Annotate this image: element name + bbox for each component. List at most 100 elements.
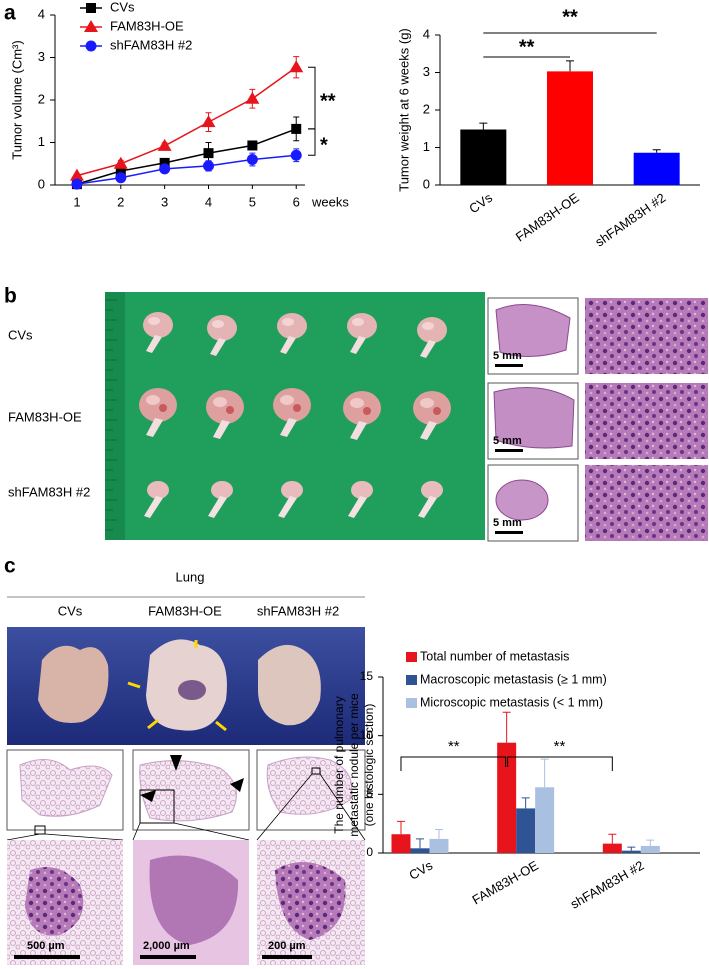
x-tick-label: 1 [73, 194, 80, 209]
x-tick-label: 4 [205, 194, 212, 209]
y-axis-label: Tumor weight at 6 weeks (g) [396, 28, 411, 192]
marker [86, 3, 96, 13]
bar [547, 71, 593, 185]
histology-high [585, 298, 708, 541]
bar [640, 845, 660, 853]
error-bar [608, 833, 617, 844]
y-tick-label: 0 [366, 845, 373, 859]
x-tick-label: 3 [161, 194, 168, 209]
panel-label: c [4, 555, 16, 578]
marker [203, 160, 215, 172]
y-tick-label: 15 [360, 669, 374, 683]
annotation: ** [554, 738, 566, 755]
x-tick-label: shFAM83H #2 [568, 858, 647, 912]
bar [633, 152, 680, 185]
ruler [105, 292, 125, 540]
x-tick-label: CVs [466, 190, 495, 217]
y-tick-label: 0 [38, 176, 45, 191]
y-tick-label: 1 [38, 134, 45, 149]
legend-label: CVs [110, 0, 135, 14]
marker [290, 149, 302, 161]
x-tick-label: 6 [293, 194, 300, 209]
bar [621, 850, 641, 853]
marker [69, 168, 84, 181]
bracket [400, 756, 507, 771]
scale-bar-label: 5 mm [493, 350, 522, 362]
scale-bar-label: 5 mm [493, 435, 522, 447]
y-axis-label: (one histologic section) [362, 704, 376, 827]
bracket [507, 756, 613, 771]
column-label: CVs [58, 603, 83, 618]
y-axis-label: Tumor volume (Cm³) [9, 40, 24, 159]
ruler-ticks [105, 299, 117, 531]
marker [159, 163, 171, 175]
series-line [76, 154, 297, 185]
error-bar [434, 829, 443, 839]
bar [535, 787, 555, 853]
marker [157, 138, 172, 151]
y-tick-label: 2 [38, 91, 45, 106]
lungs [38, 639, 321, 732]
row-label: CVs [8, 327, 33, 342]
annotation: ** [320, 90, 336, 112]
scale-bar-label: 5 mm [493, 517, 522, 529]
y-tick-label: 10 [360, 728, 374, 742]
panel-label: a [4, 2, 16, 25]
error-bar [646, 839, 655, 846]
marker [71, 178, 83, 190]
error-bar [627, 846, 636, 851]
y-tick-label: 2 [423, 101, 430, 116]
panel-label: b [4, 285, 17, 308]
y-tick-label: 3 [38, 49, 45, 64]
bracket [308, 66, 316, 130]
annotation: ** [448, 738, 460, 755]
y-tick-label: 4 [38, 6, 45, 21]
bar [602, 843, 622, 853]
marker [85, 40, 97, 52]
lung-histology [6, 749, 366, 965]
marker [247, 140, 258, 151]
error-bar [396, 820, 405, 835]
bar [516, 808, 536, 853]
marker [159, 157, 170, 168]
legend-swatch [406, 652, 417, 662]
y-tick-label: 1 [423, 139, 430, 154]
error-bar [521, 797, 530, 809]
x-tick-label: shFAM83H #2 [592, 190, 668, 250]
error-bar [540, 758, 549, 788]
y-tick-label: 4 [423, 26, 430, 41]
marker [245, 91, 260, 104]
histology-low [487, 297, 579, 542]
legend-label: FAM83H-OE [110, 18, 184, 33]
bar [460, 129, 507, 185]
error-bar [479, 122, 488, 130]
scale-bar-label: 200 µm [268, 940, 306, 952]
annotation: ** [562, 6, 578, 28]
error-bar [502, 711, 511, 743]
column-label: shFAM83H #2 [257, 603, 339, 618]
x-tick-label: 2 [117, 194, 124, 209]
x-tick-label: FAM83H-OE [513, 190, 582, 245]
marker [289, 60, 304, 73]
error-bar [415, 838, 424, 849]
column-label: FAM83H-OE [148, 603, 222, 618]
bracket [308, 128, 316, 156]
marker [246, 154, 258, 165]
marker [291, 123, 302, 134]
legend-label: Microscopic metastasis (< 1 mm) [420, 695, 603, 709]
marker [113, 156, 128, 169]
marker [115, 172, 127, 184]
marker [115, 165, 126, 176]
error-bar [652, 149, 661, 153]
annotation: * [320, 134, 328, 156]
series-line [76, 128, 297, 185]
legend-label: Macroscopic metastasis (≥ 1 mm) [420, 672, 607, 686]
x-tick-label: 5 [249, 194, 256, 209]
row-label: FAM83H-OE [8, 409, 82, 424]
x-tick-label: CVs [406, 857, 435, 883]
bar [497, 742, 517, 853]
marker [203, 148, 214, 159]
y-axis-label: metastatic nodule per mice [347, 693, 361, 837]
